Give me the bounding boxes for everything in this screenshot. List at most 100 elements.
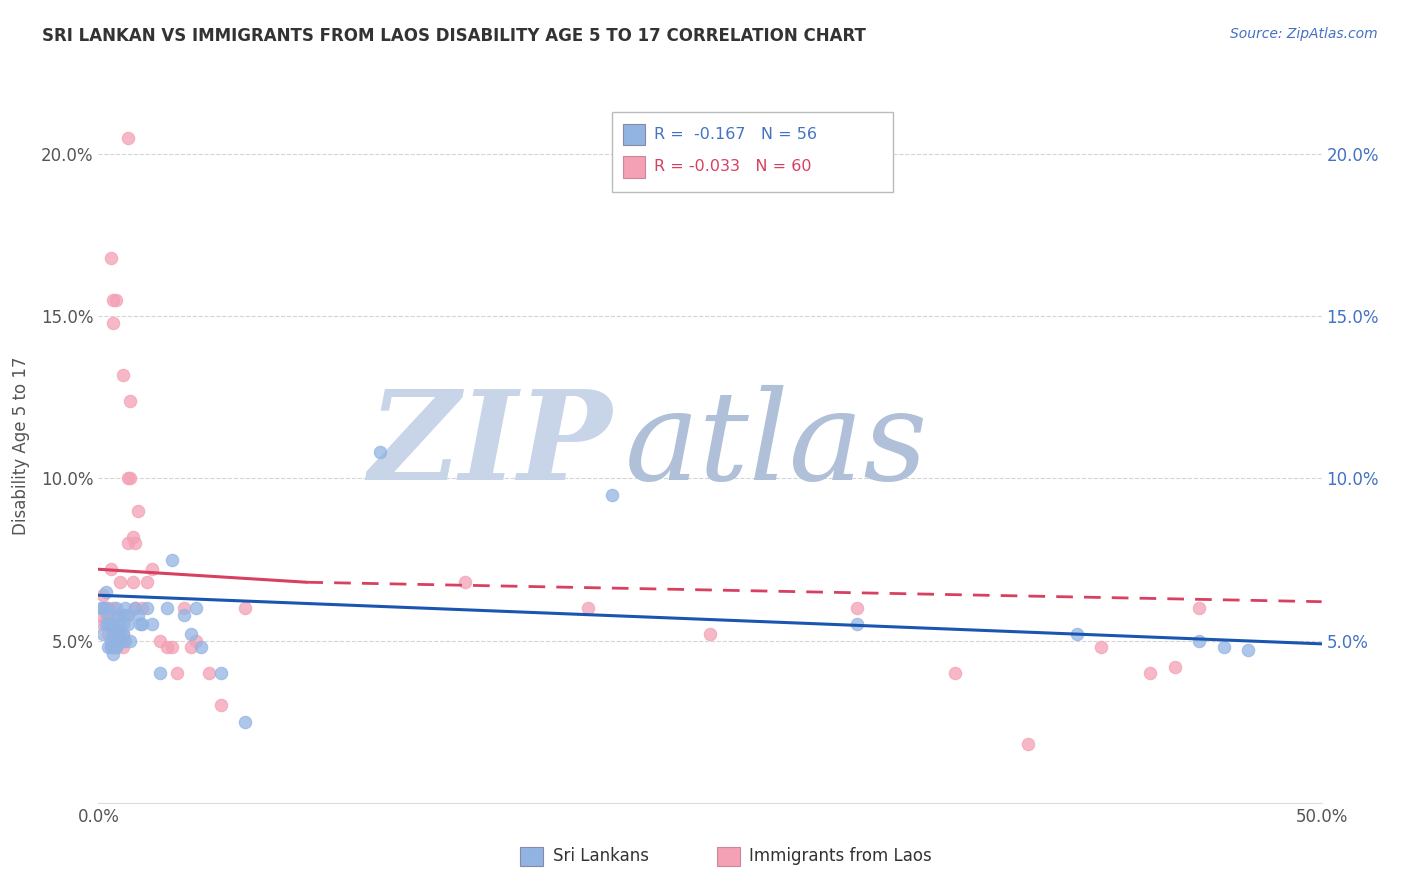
Point [1212,640,1234,654]
Point [94,601,117,615]
Point [233,601,256,615]
Point [209,698,232,713]
Point [111,607,134,622]
Text: Sri Lankans: Sri Lankans [553,847,648,865]
Point [156,640,179,654]
Point [180,640,202,654]
Point [120,393,142,408]
Point [107,633,129,648]
Point [100,562,122,576]
Point [91,617,114,632]
Point [100,617,122,632]
Point [100,640,122,654]
Point [117,131,139,145]
Point [104,601,127,615]
Point [107,627,129,641]
Text: ZIP: ZIP [368,385,612,507]
Point [166,666,188,681]
Point [141,617,163,632]
Point [1237,643,1260,657]
Point [233,714,256,729]
Text: SRI LANKAN VS IMMIGRANTS FROM LAOS DISABILITY AGE 5 TO 17 CORRELATION CHART: SRI LANKAN VS IMMIGRANTS FROM LAOS DISAB… [42,27,866,45]
Point [149,633,172,648]
Point [104,627,127,641]
Point [156,601,179,615]
Point [121,575,143,590]
Point [110,633,132,648]
Point [114,601,136,615]
Point [91,601,114,615]
Point [107,633,129,648]
Point [141,562,163,576]
Point [94,601,117,615]
Point [136,601,159,615]
Point [1090,640,1112,654]
Point [197,666,219,681]
Point [127,504,149,518]
Point [97,640,120,654]
Point [104,640,127,654]
Point [107,617,129,632]
Point [110,575,132,590]
Point [129,617,152,632]
Point [101,621,124,635]
Point [101,633,124,648]
Point [94,585,117,599]
Point [180,627,202,641]
Point [121,530,143,544]
Point [100,640,122,654]
Point [943,666,966,681]
Point [90,607,112,622]
Point [600,488,623,502]
Text: Immigrants from Laos: Immigrants from Laos [749,847,932,865]
Point [117,536,139,550]
Point [114,633,136,648]
Text: R = -0.033   N = 60: R = -0.033 N = 60 [654,160,811,174]
Point [845,617,868,632]
Point [110,627,132,641]
Point [111,627,134,641]
Point [173,607,195,622]
Point [104,640,127,654]
Point [101,627,124,641]
Point [107,607,129,622]
Point [101,647,124,661]
Point [124,601,146,615]
Point [136,575,159,590]
Point [104,627,127,641]
Point [186,601,208,615]
Point [101,316,124,330]
Text: atlas: atlas [624,385,928,507]
Y-axis label: Disability Age 5 to 17: Disability Age 5 to 17 [11,357,30,535]
Point [101,627,124,641]
Point [160,640,183,654]
Point [209,666,232,681]
Point [111,640,134,654]
Point [110,624,132,638]
Point [97,627,120,641]
Point [101,601,124,615]
Point [97,607,120,622]
Point [1164,659,1187,673]
Point [127,607,149,622]
Point [101,640,124,654]
Point [97,601,120,615]
Text: Source: ZipAtlas.com: Source: ZipAtlas.com [1230,27,1378,41]
Point [1188,633,1211,648]
Point [104,627,127,641]
Point [1066,627,1088,641]
Point [107,607,129,622]
Point [124,601,146,615]
Point [111,617,134,632]
Point [104,293,127,307]
Point [576,601,599,615]
Point [186,633,208,648]
Point [149,666,172,681]
Point [114,607,136,622]
Point [91,588,114,602]
Point [124,536,146,550]
Point [699,627,721,641]
Point [97,607,120,622]
Point [190,640,212,654]
Point [111,633,134,648]
